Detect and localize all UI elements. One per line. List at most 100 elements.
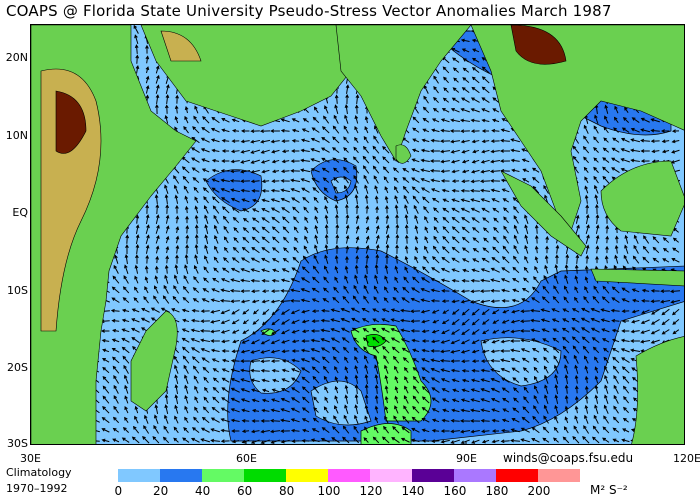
wind-vector [354, 115, 359, 124]
wind-vector [260, 339, 270, 345]
wind-vector [611, 347, 620, 353]
wind-vector [554, 404, 559, 414]
wind-vector [384, 186, 389, 194]
wind-vector [500, 349, 510, 353]
wind-vector [553, 364, 559, 374]
legend-tick: 160 [443, 484, 467, 498]
wind-vector [612, 416, 620, 424]
wind-vector [164, 194, 169, 205]
wind-vector [353, 284, 359, 294]
wind-vector [490, 278, 501, 283]
wind-vector [641, 288, 650, 293]
wind-vector [290, 168, 300, 173]
wind-vector [402, 357, 410, 363]
wind-vector [182, 296, 190, 304]
wind-vector [372, 308, 380, 313]
wind-vector [545, 235, 550, 244]
wind-vector [431, 309, 440, 314]
wind-vector [362, 328, 370, 333]
wind-vector [551, 308, 560, 313]
wind-vector [394, 395, 399, 404]
wind-vector [204, 255, 209, 264]
wind-vector [343, 125, 349, 134]
wind-vector [355, 94, 360, 104]
wind-vector [153, 285, 159, 294]
wind-vector [121, 346, 130, 354]
wind-vector [354, 414, 359, 424]
wind-vector [421, 418, 430, 423]
wind-vector [374, 185, 379, 194]
wind-vector [531, 297, 540, 304]
wind-vector [354, 194, 359, 205]
wind-vector [230, 159, 240, 164]
wind-vector [471, 439, 480, 444]
wind-vector [362, 155, 370, 164]
wind-vector [402, 286, 410, 294]
wind-vector [491, 118, 500, 123]
wind-vector [344, 375, 349, 384]
wind-vector [290, 428, 300, 433]
wind-vector [595, 203, 599, 215]
wind-vector [511, 367, 520, 373]
wind-vector [384, 405, 389, 414]
wind-vector [483, 237, 489, 243]
wind-vector [310, 348, 320, 353]
wind-vector [200, 347, 210, 353]
wind-vector [334, 395, 339, 404]
wind-vector [212, 386, 220, 394]
wind-vector [461, 328, 470, 336]
wind-vector [554, 374, 559, 385]
wind-vector [611, 157, 620, 163]
wind-vector [334, 94, 339, 104]
wind-vector [582, 146, 590, 154]
wind-vector [334, 265, 339, 274]
wind-vector [450, 118, 460, 123]
wind-vector [314, 244, 319, 254]
wind-vector [492, 319, 500, 324]
wind-vector [489, 169, 501, 174]
wind-vector [113, 374, 119, 384]
wind-vector [200, 148, 210, 153]
wind-vector [272, 378, 280, 383]
wind-vector [401, 426, 410, 434]
wind-vector [320, 328, 330, 333]
wind-vector [394, 265, 399, 274]
wind-vector [554, 264, 559, 275]
wind-vector [400, 328, 410, 333]
wind-vector [403, 395, 409, 404]
wind-vector [595, 234, 600, 244]
wind-vector [441, 246, 450, 254]
wind-vector [562, 345, 570, 354]
wind-vector [261, 388, 270, 393]
wind-vector [603, 356, 609, 364]
wind-vector [204, 244, 209, 254]
wind-vector [392, 167, 399, 173]
wind-vector [304, 235, 309, 244]
wind-vector [210, 417, 220, 423]
wind-vector [471, 86, 480, 94]
wind-vector [300, 158, 310, 163]
wind-vector [281, 308, 290, 315]
wind-vector [501, 256, 510, 264]
wind-vector [365, 204, 370, 214]
wind-vector [144, 276, 149, 284]
wind-vector [553, 355, 559, 364]
wind-vector [383, 286, 389, 294]
wind-vector [261, 398, 270, 403]
wind-vector [461, 87, 470, 94]
wind-vector [301, 386, 310, 394]
wind-vector [460, 139, 470, 144]
wind-vector [190, 437, 200, 443]
wind-vector [519, 329, 531, 333]
wind-vector [423, 95, 429, 104]
wind-vector [433, 75, 439, 84]
wind-vector [630, 148, 641, 153]
wind-vector [320, 437, 330, 443]
wind-vector [311, 177, 320, 183]
wind-vector [194, 406, 199, 414]
wind-vector [135, 65, 140, 74]
wind-vector [373, 135, 380, 144]
wind-vector [564, 264, 569, 275]
wind-vector [270, 349, 280, 354]
wind-vector [480, 268, 490, 273]
